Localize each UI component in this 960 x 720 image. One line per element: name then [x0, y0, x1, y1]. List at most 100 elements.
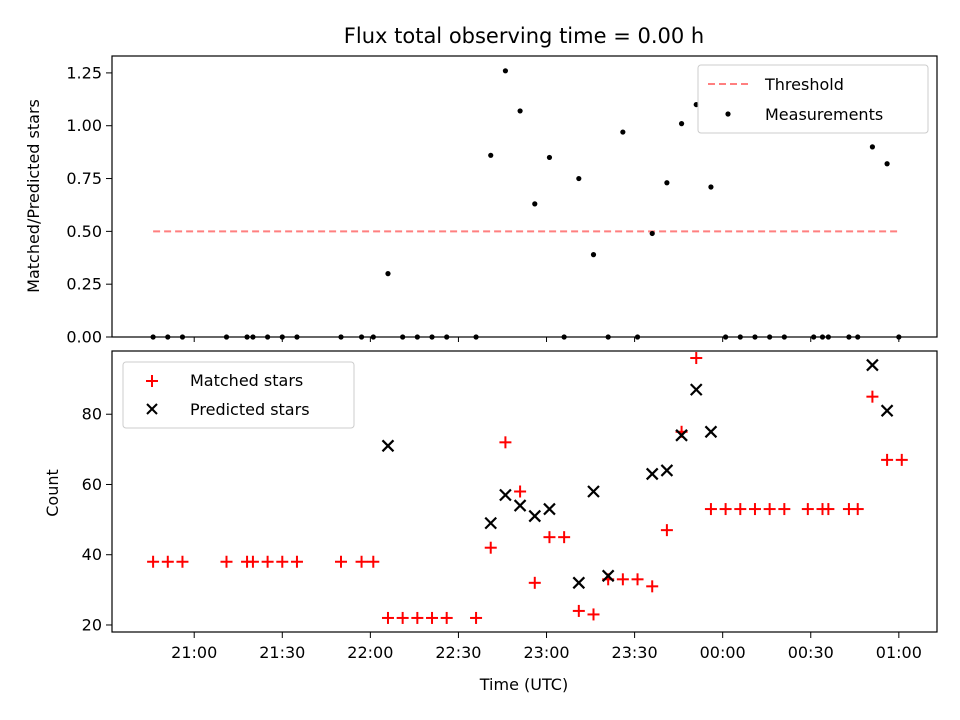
matched-star-point: [822, 503, 835, 516]
x-tick-label: 23:00: [523, 643, 569, 662]
predicted-star-point: [675, 429, 688, 442]
measurement-point: [279, 334, 285, 340]
matched-star-point: [335, 555, 348, 568]
measurement-point: [400, 334, 406, 340]
predicted-star-point: [381, 439, 395, 453]
x-axis-label: Time (UTC): [479, 675, 568, 694]
bottom-plot-frame: [111, 350, 938, 633]
predicted-star-point: [601, 569, 615, 583]
bottom-y-tick-label: 20: [82, 615, 102, 634]
measurement-point: [825, 334, 831, 340]
measurements-legend-label: Measurements: [765, 105, 883, 124]
top-y-ticks: 0.00 0.25 0.50 0.75 1.00 1.25: [66, 63, 112, 347]
matched-star-point: [543, 531, 556, 544]
predicted-star-point: [645, 467, 659, 481]
matched-star-point: [514, 485, 527, 498]
top-y-axis-label: Matched/Predicted stars: [24, 99, 43, 293]
x-tick-label: 00:00: [700, 643, 746, 662]
bottom-legend: Matched stars Predicted stars: [122, 361, 355, 429]
matched-star-point: [355, 555, 368, 568]
matched-star-point: [801, 503, 814, 516]
measurement-point: [811, 334, 817, 340]
measurement-point: [265, 334, 271, 340]
bottom-y-tick-label: 80: [82, 405, 102, 424]
predicted-star-point: [572, 576, 586, 590]
measurement-point: [605, 334, 611, 340]
top-plot-frame: [111, 55, 938, 338]
measurement-point: [532, 201, 538, 207]
x-tick-label: 22:00: [347, 643, 393, 662]
bottom-y-ticks: 20 40 60 80: [82, 405, 112, 634]
matched-star-point: [646, 580, 659, 593]
matched-star-point: [381, 611, 394, 624]
measurement-point: [752, 334, 758, 340]
top-y-tick-label: 0.75: [66, 169, 102, 188]
predicted-star-point: [484, 516, 498, 530]
matched-star-point: [499, 436, 512, 449]
measurement-point: [576, 175, 582, 182]
measurement-point: [488, 152, 494, 158]
matched-star-point: [778, 503, 791, 516]
measurement-point: [723, 334, 729, 340]
matched-stars-series: [147, 352, 908, 624]
matched-star-point: [484, 541, 497, 554]
chart-title: Flux total observing time = 0.00 h: [344, 24, 704, 48]
top-panel: Flux total observing time = 0.00 h Match…: [24, 24, 938, 347]
measurement-point: [338, 334, 344, 340]
matched-star-point: [147, 555, 160, 568]
matched-star-point: [748, 503, 761, 516]
matched-star-point: [176, 555, 189, 568]
bottom-y-tick-label: 60: [82, 475, 102, 494]
x-tick-label: 00:30: [788, 643, 834, 662]
measurement-point: [855, 334, 861, 340]
predicted-stars-series: [381, 358, 894, 590]
bottom-panel: Count Time (UTC) 20 40 60 80 21:00 21:30 22:0…: [43, 350, 938, 694]
matched-star-point: [246, 555, 259, 568]
matched-star-point: [690, 352, 703, 365]
predicted-star-point: [880, 404, 894, 417]
predicted-star-point: [499, 488, 512, 502]
measurement-point: [546, 154, 553, 161]
bottom-y-tick-label: 40: [82, 545, 102, 564]
matched-star-point: [411, 611, 424, 624]
measurement-point: [590, 252, 597, 258]
matched-star-point: [290, 555, 303, 568]
matched-star-point: [440, 611, 453, 624]
measurement-point: [737, 334, 743, 340]
matched-star-point: [660, 524, 673, 537]
top-y-tick-label: 0.25: [66, 275, 102, 294]
measurement-point: [358, 334, 365, 340]
measurement-point: [846, 334, 852, 340]
x-tick-label: 21:30: [259, 643, 305, 662]
matched-star-point: [616, 573, 629, 586]
measurement-point: [781, 334, 787, 340]
bottom-legend-box: [122, 361, 355, 429]
matched-legend-swatch: [146, 375, 158, 387]
bottom-y-axis-label: Count: [43, 469, 62, 517]
matched-star-point: [396, 611, 409, 624]
matched-star-point: [704, 503, 717, 516]
predicted-star-point: [513, 499, 527, 512]
matched-star-point: [528, 576, 541, 589]
measurement-point: [819, 334, 826, 340]
measurement-point: [649, 230, 655, 237]
matched-star-point: [734, 503, 747, 516]
measurement-point: [429, 334, 435, 340]
predicted-star-point: [528, 509, 542, 523]
measurement-point: [414, 334, 420, 340]
measurement-point: [385, 271, 391, 277]
matched-star-point: [587, 608, 600, 621]
matched-star-point: [558, 531, 571, 544]
measurement-point: [502, 68, 509, 74]
matched-star-point: [763, 503, 776, 516]
matched-star-point: [426, 611, 439, 624]
top-y-tick-label: 1.25: [66, 63, 102, 82]
measurement-point: [244, 334, 250, 340]
matched-star-point: [851, 503, 864, 516]
measurement-point: [370, 334, 376, 340]
measurement-point: [165, 334, 171, 340]
matched-star-point: [866, 390, 879, 403]
x-tick-label: 23:30: [612, 643, 658, 662]
measurement-point: [250, 334, 256, 340]
bottom-x-ticks: 21:00 21:30 22:00 22:30 23:00 23:30 00:00 00:30…: [171, 632, 922, 662]
